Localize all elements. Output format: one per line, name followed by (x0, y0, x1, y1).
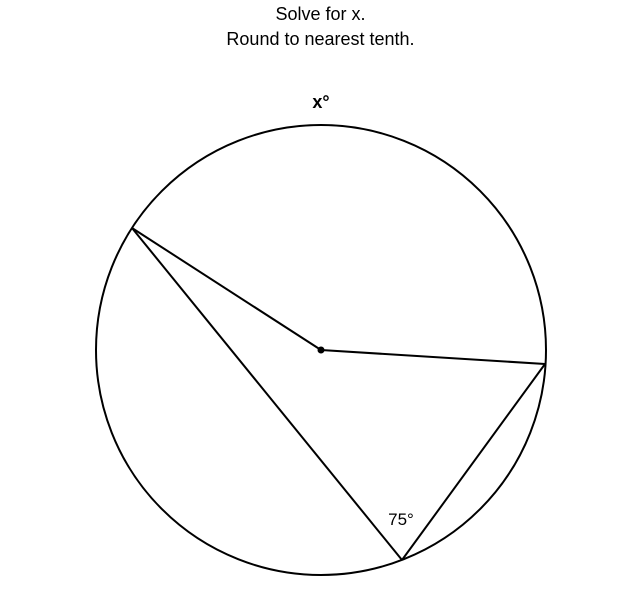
segment-center-A (132, 228, 321, 350)
segment-center-B (321, 350, 545, 364)
center-point (317, 347, 324, 354)
x-degree-label: x° (312, 92, 329, 112)
diagram-svg: x° 75° (61, 60, 581, 600)
heading-line-2: Round to nearest tenth. (0, 27, 641, 52)
heading-line-1: Solve for x. (0, 2, 641, 27)
segment-A-C (132, 228, 402, 560)
angle-75-label: 75° (388, 510, 414, 529)
heading-block: Solve for x. Round to nearest tenth. (0, 2, 641, 52)
segment-B-C (402, 364, 545, 560)
geometry-diagram: x° 75° (61, 60, 581, 605)
